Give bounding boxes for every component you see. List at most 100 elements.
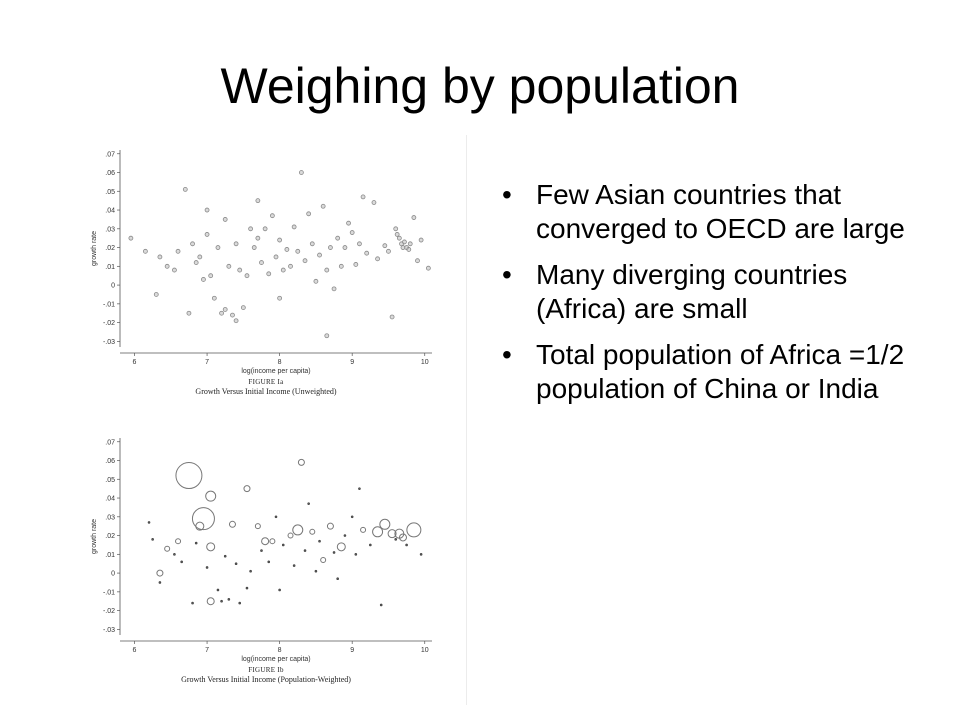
data-point (394, 538, 398, 541)
data-point (291, 224, 297, 230)
data-point (262, 226, 268, 232)
data-point (360, 194, 366, 200)
data-point (269, 213, 275, 219)
data-point (372, 526, 384, 538)
data-point (191, 507, 215, 531)
data-point (335, 235, 341, 241)
y-tick-label: .06 (105, 458, 115, 465)
y-tick-label: .06 (105, 170, 115, 177)
y-tick-label: .02 (105, 245, 115, 252)
data-point (228, 520, 236, 528)
data-point (292, 564, 296, 567)
data-point (260, 549, 263, 552)
data-point (274, 515, 278, 519)
y-tick-label: .01 (105, 552, 115, 559)
data-point (318, 539, 321, 543)
data-point (371, 200, 377, 205)
bullet-item: • Total population of Africa =1/2 populat… (498, 338, 918, 406)
y-tick-label: 0 (111, 571, 115, 578)
data-point (382, 243, 388, 249)
data-point (402, 239, 407, 245)
data-point (331, 286, 337, 292)
bullet-text: Total population of Africa =1/2 populati… (536, 339, 905, 404)
data-point (277, 237, 283, 243)
data-point (394, 232, 400, 237)
figure-label: FIGURE Ib (248, 666, 284, 674)
data-point (205, 490, 217, 502)
data-point (251, 245, 257, 250)
y-tick-label: .01 (105, 264, 115, 271)
data-point (292, 524, 304, 536)
data-point (338, 263, 344, 269)
y-axis-label: growth rate (91, 231, 98, 266)
data-point (190, 241, 195, 247)
data-point (309, 241, 315, 247)
x-tick-label: 7 (205, 359, 209, 366)
bullet-item: • Many diverging countries (Africa) are s… (498, 258, 918, 326)
data-point (147, 521, 151, 524)
data-point (396, 235, 402, 241)
data-point (317, 252, 322, 258)
x-tick-label: 8 (278, 359, 282, 366)
data-point (406, 522, 422, 538)
data-point (277, 295, 283, 301)
figure-caption: Growth Versus Initial Income (Unweighted… (195, 387, 336, 396)
data-point (255, 198, 261, 204)
data-point (267, 560, 271, 564)
data-point (346, 220, 351, 226)
data-point (314, 569, 318, 573)
data-point (206, 597, 215, 606)
data-point (142, 248, 148, 254)
data-point (307, 502, 310, 505)
data-point (326, 522, 334, 530)
data-point (248, 226, 254, 232)
data-point (398, 533, 407, 542)
data-point (405, 543, 408, 547)
data-point (324, 333, 330, 339)
bullet-text: Few Asian countries that converged to OE… (536, 179, 905, 244)
data-point (186, 310, 192, 316)
y-tick-label: -.03 (103, 627, 115, 634)
data-point (379, 518, 391, 530)
x-tick-label: 8 (278, 647, 282, 654)
data-point (175, 462, 203, 490)
y-axis-label: growth rate (91, 519, 98, 554)
data-point (309, 528, 316, 535)
x-tick-label: 9 (350, 359, 354, 366)
data-point (259, 260, 264, 265)
data-point (324, 267, 330, 273)
y-tick-label: -.02 (103, 320, 115, 327)
data-point (349, 230, 355, 235)
data-point (343, 534, 347, 537)
x-axis-label: log(income per capita) (241, 656, 310, 663)
data-point (358, 487, 361, 490)
data-point (336, 542, 346, 552)
x-axis-label: log(income per capita) (241, 368, 310, 375)
data-point (298, 170, 304, 175)
data-point (216, 588, 220, 592)
data-point (369, 543, 372, 547)
data-point (328, 245, 333, 250)
data-point (364, 250, 370, 256)
data-point (215, 245, 221, 250)
x-tick-label: 10 (421, 359, 429, 366)
data-point (211, 295, 217, 301)
data-point (280, 267, 286, 273)
data-point (407, 241, 413, 247)
data-point (306, 211, 312, 217)
data-point (204, 232, 210, 237)
data-point (332, 551, 336, 554)
data-point (238, 601, 242, 605)
data-point (164, 263, 170, 269)
data-point (156, 569, 164, 577)
data-point (261, 537, 270, 546)
data-point (223, 554, 227, 558)
data-point (302, 258, 308, 264)
data-point (243, 485, 251, 493)
data-point (197, 254, 203, 260)
x-tick-label: 9 (350, 647, 354, 654)
data-point (151, 538, 154, 541)
data-point (208, 273, 214, 279)
data-point (295, 248, 301, 254)
data-point (425, 265, 431, 271)
